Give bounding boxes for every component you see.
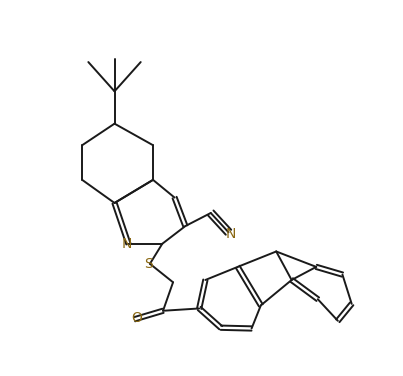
Text: N: N	[226, 227, 236, 241]
Text: O: O	[131, 311, 142, 325]
Text: S: S	[144, 257, 153, 271]
Text: N: N	[122, 237, 132, 251]
